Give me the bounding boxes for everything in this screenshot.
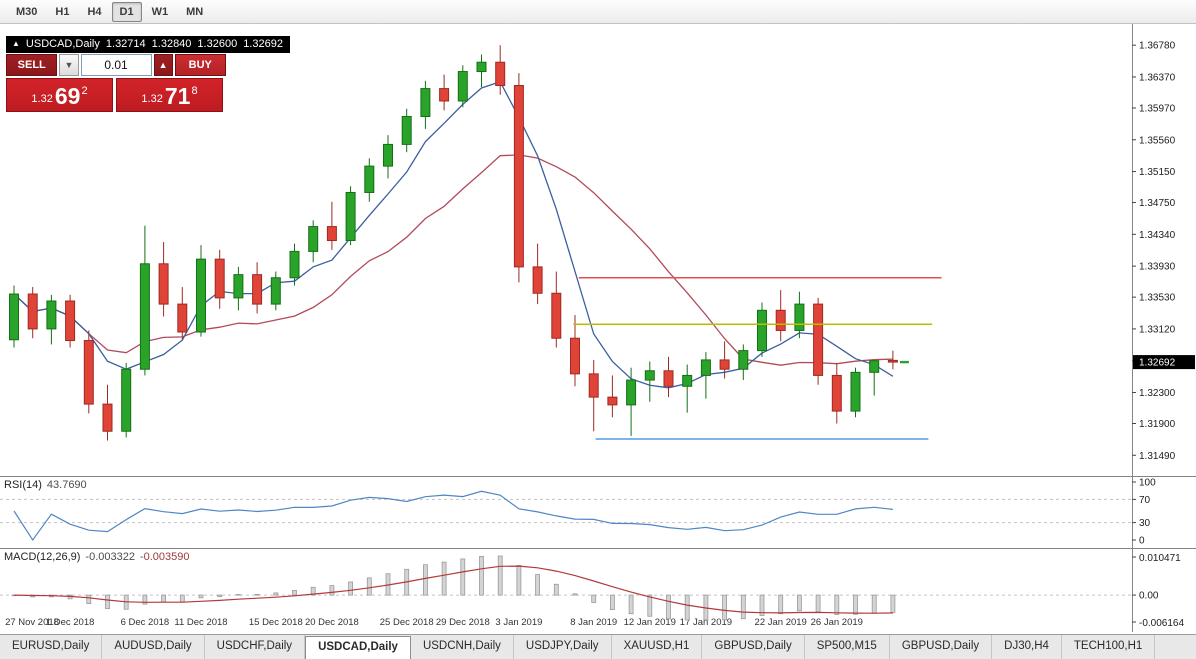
bar-close-value: 1.32692 [243,38,283,50]
rsi-name: RSI(14) [4,479,42,491]
svg-text:30: 30 [1139,518,1151,529]
volume-dropdown-button[interactable]: ▼ [59,54,79,76]
svg-text:15 Dec 2018: 15 Dec 2018 [249,617,303,628]
svg-text:0.00: 0.00 [1139,591,1159,602]
svg-text:1.33530: 1.33530 [1139,293,1176,304]
chart-area: 1.36780 1.36370 1.35970 1.35560 1.35150 1.347… [0,24,1196,634]
volume-increase-button[interactable]: ▲ [153,54,173,76]
svg-text:17 Jan 2019: 17 Jan 2019 [680,617,732,628]
svg-text:6 Dec 2018: 6 Dec 2018 [121,617,170,628]
buy-price-quote[interactable]: 1.32 71 8 [116,78,223,112]
tab-audusd-daily[interactable]: AUDUSD,Daily [102,635,205,659]
buy-button[interactable]: BUY [174,54,226,76]
chevron-up-icon: ▲ [158,60,168,70]
bar-low-value: 1.32600 [197,38,238,50]
svg-text:1 Dec 2018: 1 Dec 2018 [46,617,95,628]
macd-signal-value: -0.003590 [139,551,190,563]
tab-sp500-m15[interactable]: SP500,M15 [805,635,890,659]
macd-name: MACD(12,26,9) [4,551,81,563]
sell-price-quote[interactable]: 1.32 69 2 [6,78,113,112]
timeframe-m30[interactable]: M30 [16,5,38,18]
svg-text:20 Dec 2018: 20 Dec 2018 [305,617,359,628]
timeframe-h4[interactable]: H4 [87,5,102,18]
tab-dj30-h4[interactable]: DJ30,H4 [992,635,1062,659]
tab-usdcnh-daily[interactable]: USDCNH,Daily [411,635,514,659]
svg-text:1.35970: 1.35970 [1139,103,1176,114]
svg-text:27 Nov 2018: 27 Nov 2018 [5,617,59,628]
svg-text:-0.006164: -0.006164 [1139,618,1184,629]
macd-indicator-label: MACD(12,26,9) -0.003322 -0.003590 [4,551,190,563]
sell-button[interactable]: SELL [6,54,58,76]
timeframe-h1[interactable]: H1 [55,5,70,18]
volume-input[interactable] [80,54,152,76]
timeframe-toolbar: M30 H1 H4 D1 W1 MN [0,0,1196,24]
chart-canvas[interactable]: 1.36780 1.36370 1.35970 1.35560 1.35150 1.347… [0,24,1196,634]
symbol-tabbar: EURUSD,Daily AUDUSD,Daily USDCHF,Daily USDC… [0,634,1196,659]
svg-text:11 Dec 2018: 11 Dec 2018 [174,617,227,628]
tab-tech100-h1[interactable]: TECH100,H1 [1062,635,1156,659]
svg-text:3 Jan 2019: 3 Jan 2019 [495,617,542,628]
macd-main-value: -0.003322 [85,551,135,563]
timeframe-mn[interactable]: MN [186,5,204,18]
svg-text:8 Jan 2019: 8 Jan 2019 [570,617,617,628]
svg-text:1.32692: 1.32692 [1139,358,1176,369]
buy-price-pips: 71 [164,83,191,109]
svg-text:0.010471: 0.010471 [1139,553,1181,564]
svg-text:22 Jan 2019: 22 Jan 2019 [755,617,807,628]
tab-usdjpy-daily[interactable]: USDJPY,Daily [514,635,612,659]
svg-text:26 Jan 2019: 26 Jan 2019 [811,617,863,628]
sell-price-pips: 69 [54,83,81,109]
tab-gbpusd-daily[interactable]: GBPUSD,Daily [890,635,993,659]
svg-text:1.32300: 1.32300 [1139,388,1176,399]
tab-gbpusd-daily[interactable]: GBPUSD,Daily [702,635,805,659]
svg-text:1.33930: 1.33930 [1139,262,1176,273]
svg-text:1.33120: 1.33120 [1139,324,1176,335]
title-arrow-icon: ▲ [12,39,20,48]
svg-text:0: 0 [1139,536,1145,547]
timeframe-w1[interactable]: W1 [151,5,169,18]
rsi-indicator-label: RSI(14) 43.7690 [4,479,87,491]
svg-text:1.35150: 1.35150 [1139,167,1176,178]
sell-price-base: 1.32 [31,93,53,105]
svg-text:1.35560: 1.35560 [1139,135,1176,146]
buy-price-pipette: 8 [191,85,198,97]
svg-text:1.34340: 1.34340 [1139,230,1176,241]
tab-xauusd-h1[interactable]: XAUUSD,H1 [612,635,703,659]
svg-text:70: 70 [1139,495,1151,506]
symbol-period-label: USDCAD,Daily [25,38,100,50]
bar-high-value: 1.32840 [151,38,192,50]
svg-text:100: 100 [1139,478,1156,489]
chevron-down-icon: ▼ [64,60,74,70]
tab-usdcad-daily[interactable]: USDCAD,Daily [305,636,411,659]
svg-text:1.31490: 1.31490 [1139,451,1176,462]
buy-price-base: 1.32 [141,93,163,105]
svg-text:1.31900: 1.31900 [1139,419,1176,430]
svg-text:1.34750: 1.34750 [1139,198,1176,209]
svg-text:12 Jan 2019: 12 Jan 2019 [624,617,676,628]
rsi-value: 43.7690 [46,479,87,491]
timeframe-d1[interactable]: D1 [111,1,142,22]
chart-title: ▲ USDCAD,Daily 1.32714 1.32840 1.32600 1… [6,36,290,53]
bar-open-value: 1.32714 [105,38,146,50]
svg-text:29 Dec 2018: 29 Dec 2018 [436,617,490,628]
tab-usdchf-daily[interactable]: USDCHF,Daily [205,635,306,659]
svg-text:1.36370: 1.36370 [1139,72,1176,83]
svg-text:25 Dec 2018: 25 Dec 2018 [380,617,434,628]
sell-price-pipette: 2 [81,85,88,97]
svg-text:1.36780: 1.36780 [1139,41,1176,52]
tab-eurusd-daily[interactable]: EURUSD,Daily [0,635,103,659]
